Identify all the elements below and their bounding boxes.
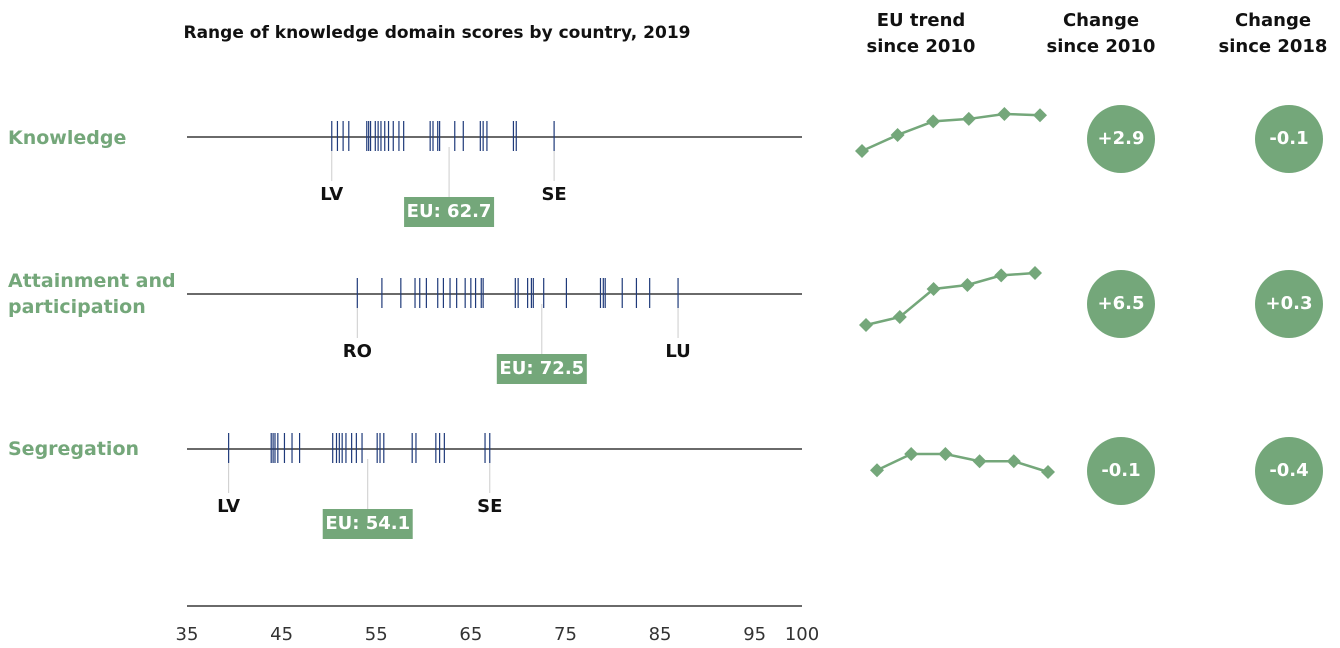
x-tick-label: 85 (649, 624, 672, 645)
row-label: Knowledge (8, 127, 127, 149)
country-label: RO (343, 341, 372, 362)
trend-point (960, 278, 975, 292)
chart-title: Range of knowledge domain scores by coun… (183, 23, 690, 43)
x-tick-label: 65 (459, 624, 482, 645)
eu-box (404, 197, 495, 227)
x-tick-label: 45 (270, 624, 293, 645)
change-circle (1255, 437, 1323, 505)
x-tick-label: 75 (554, 624, 577, 645)
trend-point (994, 268, 1009, 283)
country-label: LV (320, 184, 343, 205)
change-circle (1255, 270, 1323, 338)
trend-line (861, 112, 1041, 153)
trend-line (876, 452, 1049, 474)
country-label: SE (541, 184, 566, 205)
change-label: -0.1 (1269, 128, 1308, 149)
x-tick-label: 55 (365, 624, 388, 645)
country-label: LU (665, 341, 690, 362)
trend-point (997, 107, 1012, 121)
trend-point (904, 447, 919, 461)
trend-point (1006, 454, 1021, 469)
change-circle (1087, 270, 1155, 338)
x-tick-label: 35 (176, 624, 199, 645)
eu-label: EU: 54.1 (325, 513, 410, 534)
change-label: +2.9 (1098, 128, 1145, 149)
trend-point (926, 282, 941, 296)
trend-point (892, 310, 907, 324)
trend-point (1041, 465, 1055, 479)
country-label: LV (217, 496, 240, 517)
change-circle (1087, 105, 1155, 173)
trend-point (890, 127, 905, 142)
change-circle (1087, 437, 1155, 505)
eu-box (496, 354, 587, 384)
row-label: Segregation (8, 438, 140, 460)
trend-point (961, 111, 976, 126)
change-label: -0.4 (1269, 460, 1308, 481)
trend-point (855, 144, 869, 158)
trend-point (926, 114, 941, 129)
trend-point (870, 463, 884, 478)
row-label: Attainment and participation (8, 270, 176, 318)
eu-label: EU: 72.5 (499, 358, 584, 379)
trend-point (859, 318, 873, 332)
trend-point (1033, 108, 1047, 123)
trend-point (972, 454, 987, 469)
eu-box (322, 509, 413, 539)
eu-label: EU: 62.7 (407, 201, 492, 222)
change-label: +0.3 (1266, 293, 1313, 314)
x-tick-label: 95 (743, 624, 766, 645)
x-tick-label: 100 (785, 624, 819, 645)
change-label: +6.5 (1098, 293, 1145, 314)
trend-line (865, 271, 1036, 327)
column-header: Change since 2010 (1046, 10, 1156, 57)
column-header: Change since 2018 (1218, 10, 1328, 57)
change-circle (1255, 105, 1323, 173)
country-label: SE (477, 496, 502, 517)
trend-point (1028, 266, 1042, 280)
trend-point (938, 447, 953, 461)
column-header: EU trend since 2010 (866, 10, 976, 57)
change-label: -0.1 (1101, 460, 1140, 481)
